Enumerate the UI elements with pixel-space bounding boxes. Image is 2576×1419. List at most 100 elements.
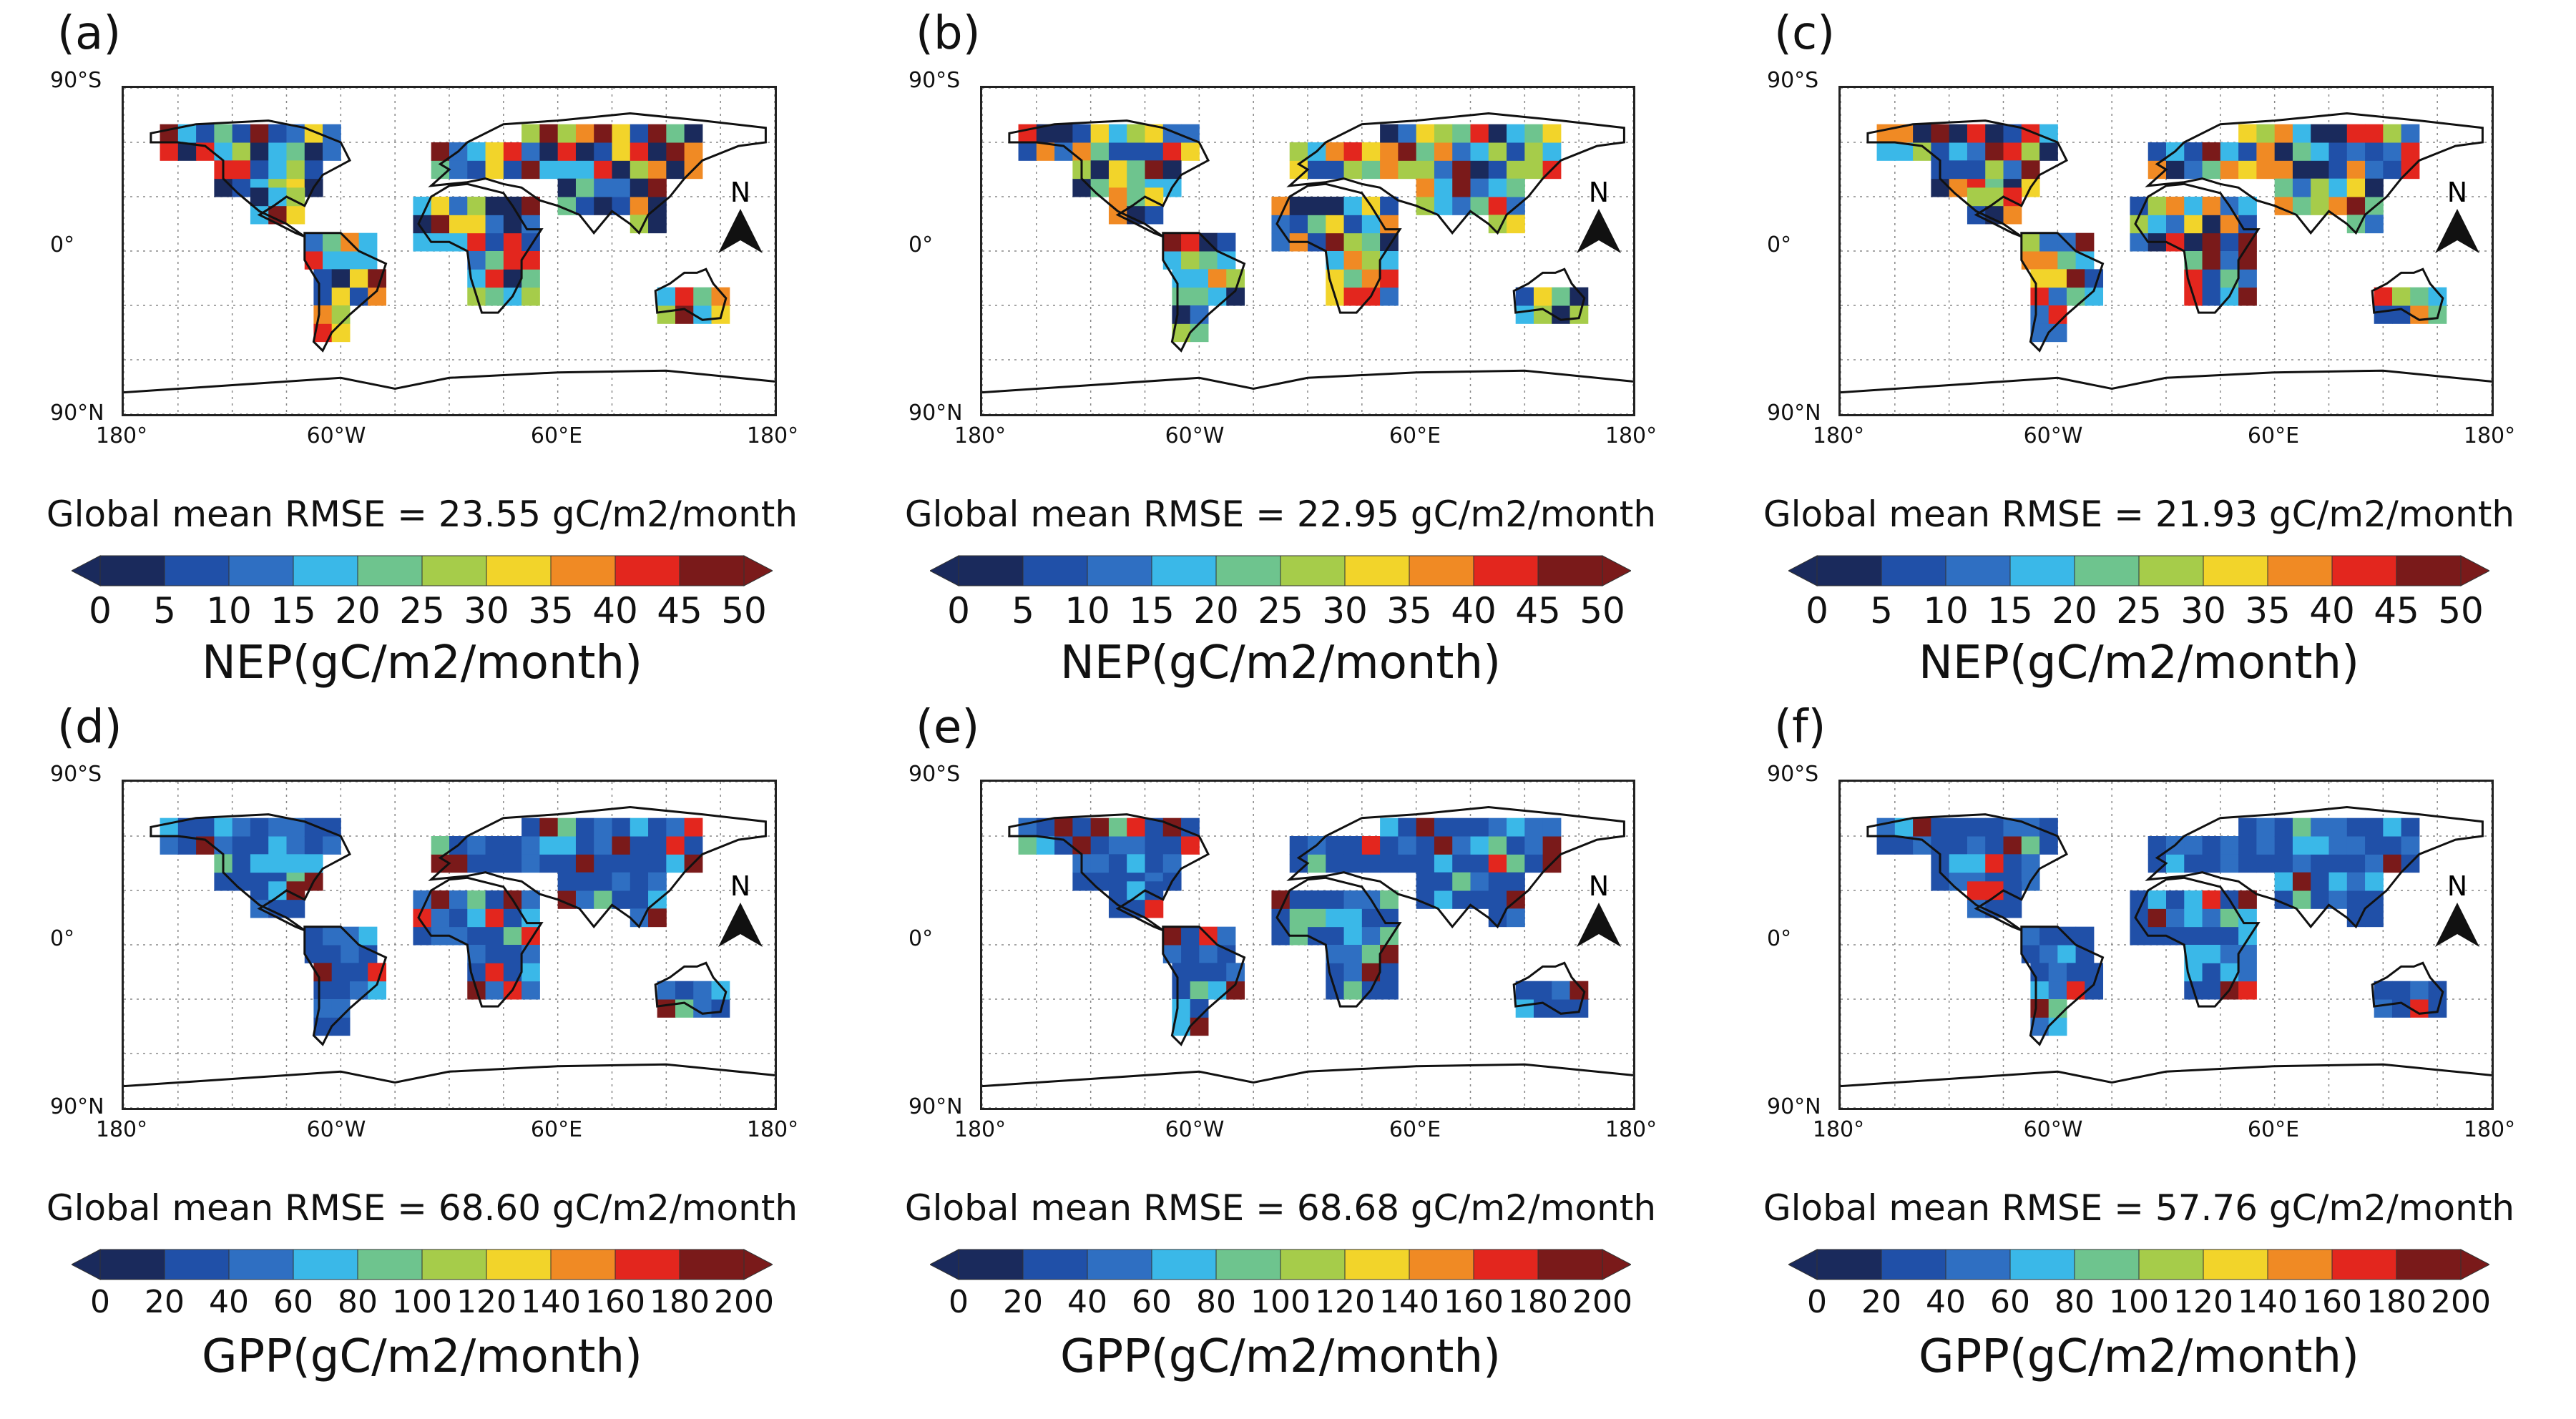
grid-cell (232, 124, 251, 143)
grid-cell (232, 817, 251, 837)
grid-cell (2274, 124, 2293, 143)
grid-cell (1380, 269, 1399, 288)
grid-cell (1162, 232, 1182, 252)
grid-cell (1127, 817, 1145, 837)
grid-cell (575, 872, 594, 891)
grid-cell (1380, 963, 1399, 982)
grid-cell (1470, 817, 1489, 837)
grid-cell (2202, 908, 2221, 928)
colorbar-segment (2009, 1249, 2075, 1280)
grid-cell (557, 142, 577, 161)
colorbar-tick-label: 0 (89, 590, 112, 632)
grid-cell (1190, 269, 1209, 288)
colorbar (72, 1249, 773, 1280)
grid-cell (2256, 124, 2276, 143)
grid-cell (2238, 124, 2257, 143)
longitude-label: 180° (2463, 423, 2516, 448)
latitude-label: 0° (909, 232, 934, 257)
grid-cell (575, 178, 594, 197)
grid-cell (2184, 836, 2203, 855)
grid-cell (1090, 142, 1110, 161)
grid-cell (1199, 945, 1218, 963)
colorbar-tick-label: 50 (2438, 590, 2484, 632)
grid-cell (2048, 981, 2067, 1000)
coastline (2371, 267, 2444, 321)
grid-cell (331, 323, 351, 343)
grid-cell (1434, 817, 1453, 837)
grid-cell (341, 945, 360, 963)
grid-cell (594, 178, 612, 197)
grid-cell (1515, 305, 1534, 324)
coastline (1866, 813, 2068, 932)
colorbar-segment (1409, 555, 1474, 586)
grid-cell (2184, 926, 2203, 946)
grid-cell (539, 124, 559, 143)
grid-cell (612, 872, 631, 891)
grid-cell (684, 836, 703, 855)
coastline (1512, 961, 1586, 1015)
grid-cell (1072, 142, 1092, 161)
grid-cell (2021, 945, 2040, 963)
grid-cell (2292, 160, 2311, 180)
grid-cell (1208, 269, 1227, 288)
latitude-label: 90°S (50, 68, 102, 93)
grid-cell (1985, 160, 2004, 180)
grid-cell (1127, 124, 1145, 143)
colorbar-segment (164, 555, 230, 586)
grid-cell (1552, 981, 1571, 1000)
grid-cell (358, 945, 378, 963)
grid-cell (331, 981, 351, 1000)
longitude-label: 60°E (2247, 1117, 2300, 1142)
grid-cell (693, 287, 712, 306)
grid-cell (1380, 124, 1399, 143)
colorbar-segment (1881, 555, 1946, 586)
grid-cell (1949, 817, 1968, 837)
grid-cell (1289, 142, 1308, 161)
grid-cell (232, 872, 251, 891)
grid-cell (286, 142, 305, 161)
grid-cell (2401, 817, 2420, 837)
grid-cell (2148, 836, 2167, 855)
longitude-label: 180° (95, 423, 148, 448)
grid-cell (1162, 945, 1182, 963)
grid-cell (2311, 890, 2329, 909)
grid-cell (214, 178, 233, 197)
grid-cell (1985, 836, 2004, 855)
grid-cell (1552, 999, 1571, 1018)
colorbar-tick-label: 100 (392, 1284, 452, 1320)
longitude-label: 60°E (2247, 423, 2300, 448)
latitude-label: 90°S (909, 68, 961, 93)
grid-cell (331, 963, 351, 982)
grid-cell (1507, 817, 1525, 837)
grid-cell (2220, 232, 2239, 252)
grid-cell (1271, 926, 1291, 946)
grid-cell (2328, 178, 2348, 197)
coastline (1286, 112, 1625, 235)
grid-cell (1343, 908, 1363, 928)
grid-cell (2075, 945, 2095, 963)
grid-cell (2274, 854, 2293, 873)
grid-cell (2003, 899, 2022, 918)
coastline (1162, 232, 1246, 353)
colorbar-segment (421, 555, 487, 586)
world-map (980, 780, 1635, 1110)
grid-cell (1380, 854, 1399, 873)
grid-cell (268, 124, 287, 143)
longitude-label: 60°W (2023, 423, 2083, 448)
colorbar-segment (2203, 1249, 2268, 1280)
rmse-text: Global mean RMSE = 21.93 gC/m2/month (1763, 494, 2515, 535)
grid-cell (2202, 836, 2221, 855)
coastline (124, 369, 775, 394)
grid-cell (1507, 872, 1525, 891)
colorbar-segment (1280, 1249, 1346, 1280)
coastline (982, 1063, 1633, 1088)
grid-cell (2374, 287, 2393, 306)
grid-cell (1380, 251, 1399, 270)
north-label: N (730, 873, 750, 902)
colorbar-segment (1151, 555, 1217, 586)
grid-cell (2346, 854, 2366, 873)
rmse-text: Global mean RMSE = 68.60 gC/m2/month (46, 1187, 798, 1229)
grid-cell (2311, 817, 2329, 837)
grid-cell (1967, 836, 1986, 855)
grid-cell (2238, 251, 2257, 270)
